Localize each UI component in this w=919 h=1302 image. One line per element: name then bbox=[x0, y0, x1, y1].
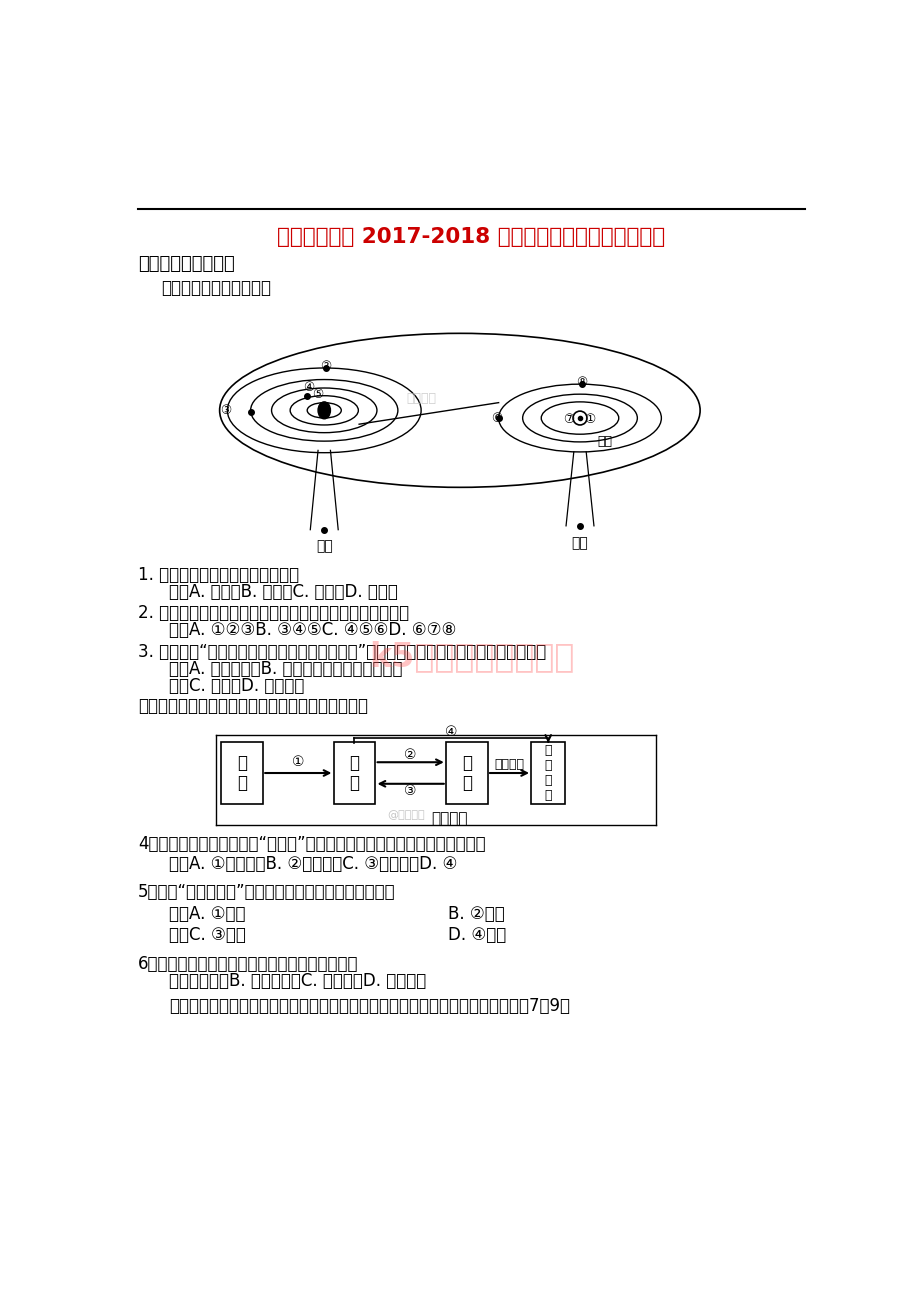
Text: A. 地月系B. 太阳系C. 银河系D. 总星系: A. 地月系B. 太阳系C. 银河系D. 总星系 bbox=[169, 583, 398, 600]
Text: 河南省通许县 2017-2018 学年高一地理上学期期中试题: 河南省通许县 2017-2018 学年高一地理上学期期中试题 bbox=[278, 227, 664, 247]
Text: ⑧: ⑧ bbox=[575, 376, 586, 389]
Text: ②: ② bbox=[404, 747, 416, 762]
Text: D. ④增强: D. ④增强 bbox=[448, 926, 506, 944]
Text: 彗星: 彗星 bbox=[315, 540, 333, 553]
Text: 地面辐射: 地面辐射 bbox=[431, 811, 467, 825]
Ellipse shape bbox=[318, 402, 330, 419]
Text: 太
阳: 太 阳 bbox=[237, 754, 247, 793]
Text: A. ①②③B. ③④⑤C. ④⑤⑥D. ⑥⑦⑧: A. ①②③B. ③④⑤C. ④⑤⑥D. ⑥⑦⑧ bbox=[169, 621, 456, 639]
Text: ①: ① bbox=[583, 413, 595, 426]
Text: ④: ④ bbox=[445, 725, 457, 740]
Text: 地球: 地球 bbox=[596, 435, 612, 448]
Text: C. 生产能D. 生活能源: C. 生产能D. 生活能源 bbox=[169, 677, 304, 695]
Text: A. 光、热资源B. 大气运动、水循环的原动力: A. 光、热资源B. 大气运动、水循环的原动力 bbox=[169, 660, 403, 678]
Text: 彗星: 彗星 bbox=[571, 536, 588, 549]
Text: ⑤: ⑤ bbox=[312, 388, 323, 401]
Text: ②: ② bbox=[320, 359, 331, 372]
Text: 3. 农业谚语“鱼靠水、娃靠娘，万物生长靠太阳”中，体现了太阳辐射为地球提供（　　）: 3. 农业谚语“鱼靠水、娃靠娘，万物生长靠太阳”中，体现了太阳辐射为地球提供（ … bbox=[138, 643, 546, 661]
Text: C. ③减弱: C. ③减弱 bbox=[169, 926, 246, 944]
Text: A. ①　　　　B. ②　　　　C. ③　　　　D. ④: A. ① B. ② C. ③ D. ④ bbox=[169, 855, 457, 874]
FancyBboxPatch shape bbox=[446, 742, 487, 803]
Text: 1. 图中所示的天体系统是（　　）: 1. 图中所示的天体系统是（ ） bbox=[138, 566, 299, 583]
Text: A. ①减弱: A. ①减弱 bbox=[169, 905, 245, 923]
Text: 4．拉萨能夠成为中国著名“日光城”主要是由于＿＿＿＿＿作用强。（　　）: 4．拉萨能夠成为中国著名“日光城”主要是由于＿＿＿＿＿作用强。（ ） bbox=[138, 836, 485, 853]
Text: 地
面: 地 面 bbox=[349, 754, 359, 793]
FancyBboxPatch shape bbox=[334, 742, 375, 803]
Text: 正确教育: 正确教育 bbox=[405, 392, 436, 405]
Text: ⑥: ⑥ bbox=[491, 411, 502, 424]
Circle shape bbox=[573, 411, 586, 424]
Text: B. ②增强: B. ②增强 bbox=[448, 905, 505, 923]
Text: 6、我国年太阳辐射总量最丰富的地区是（　　）: 6、我国年太阳辐射总量最丰富的地区是（ ） bbox=[138, 954, 358, 973]
Text: ①: ① bbox=[291, 755, 304, 769]
Text: 2. 从结构特征看，与地球有许多共同之处的天体是（　　）: 2. 从结构特征看，与地球有许多共同之处的天体是（ ） bbox=[138, 604, 409, 622]
Text: k5你身边的高考专家: k5你身边的高考专家 bbox=[369, 641, 573, 673]
Text: 下图是地球公转的轨道，图中甲、乙、丙、丁将轨道均分成四等分，读图回筗7～9题: 下图是地球公转的轨道，图中甲、乙、丙、丁将轨道均分成四等分，读图回筗7～9题 bbox=[169, 997, 570, 1016]
Text: ③: ③ bbox=[404, 785, 416, 798]
Text: @正确教育: @正确教育 bbox=[386, 810, 424, 820]
Text: ⑦: ⑦ bbox=[562, 413, 573, 426]
Text: 大
气: 大 气 bbox=[461, 754, 471, 793]
Text: ④: ④ bbox=[302, 380, 314, 393]
Text: 大气辐射: 大气辐射 bbox=[494, 758, 524, 771]
Text: ③: ③ bbox=[220, 404, 232, 417]
FancyBboxPatch shape bbox=[530, 742, 564, 803]
Text: 四川盆地B. 大小兴安岛C. 青藏高原D. 东南沿海: 四川盆地B. 大小兴安岛C. 青藏高原D. 东南沿海 bbox=[169, 971, 426, 990]
Text: 下图为大气热力作用示意简图，据图完成４～５题。: 下图为大气热力作用示意简图，据图完成４～５题。 bbox=[138, 697, 368, 715]
Text: 读下图，完成１～２题。: 读下图，完成１～２题。 bbox=[162, 280, 271, 297]
Text: 宇
宙
空
间: 宇 宙 空 间 bbox=[544, 743, 551, 802]
Text: 一选择题（６０分）: 一选择题（６０分） bbox=[138, 255, 234, 273]
Text: 5．形成“露重见晴天”的说法，主要是由于夜间（　　）: 5．形成“露重见晴天”的说法，主要是由于夜间（ ） bbox=[138, 883, 395, 901]
FancyBboxPatch shape bbox=[221, 742, 263, 803]
